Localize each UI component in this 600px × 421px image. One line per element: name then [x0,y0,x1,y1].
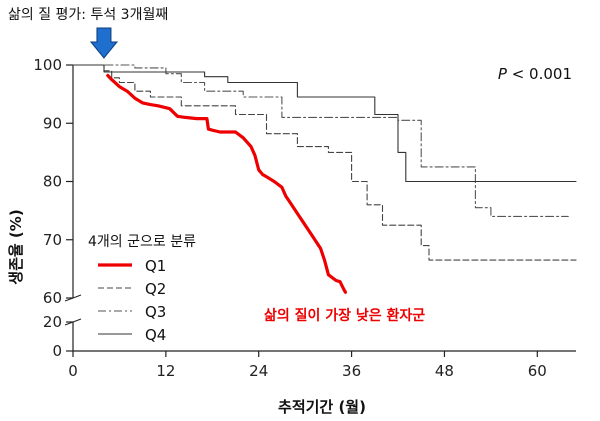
y-tick-label: 70 [43,231,62,249]
assessment-arrow-icon [89,27,119,59]
y-tick-label: 100 [33,56,62,74]
x-tick-label: 36 [342,362,361,380]
series-line-q1 [106,73,347,294]
legend-label-q4: Q4 [145,326,166,344]
y-tick-label: 20 [43,313,62,331]
y-tick-label: 60 [43,289,62,307]
x-tick-label: 12 [156,362,175,380]
x-tick-label: 60 [528,362,547,380]
legend-label-q1: Q1 [145,257,166,275]
assessment-label: 삶의 질 평가: 투석 3개월째 [8,7,168,23]
series-line-q4 [72,64,577,183]
p-value: P < 0.001 [498,65,572,83]
y-tick-label: 0 [52,342,62,360]
series-line-q2 [72,64,577,261]
series-line-q3 [72,64,569,217]
x-tick-label: 0 [68,362,78,380]
legend-title: 4개의 군으로 분류 [88,234,196,250]
x-tick-label: 48 [435,362,454,380]
legend: Q1 Q2 Q3 Q4 [98,257,166,344]
highlight-label: 삶의 질이 가장 낮은 환자군 [264,307,425,324]
series-lines [72,64,577,294]
legend-label-q3: Q3 [145,303,166,321]
x-axis-ticks: 0 12 24 36 48 60 [68,351,547,380]
y-axis-ticks: 60 70 80 90 100 0 20 [33,56,73,360]
y-tick-label: 90 [43,114,62,132]
y-tick-label: 80 [43,173,62,191]
x-axis-label: 추적기간 (월) [278,398,366,416]
legend-label-q2: Q2 [145,280,166,298]
x-tick-label: 24 [249,362,268,380]
y-axis-label: 생존율 (%) [7,209,25,284]
